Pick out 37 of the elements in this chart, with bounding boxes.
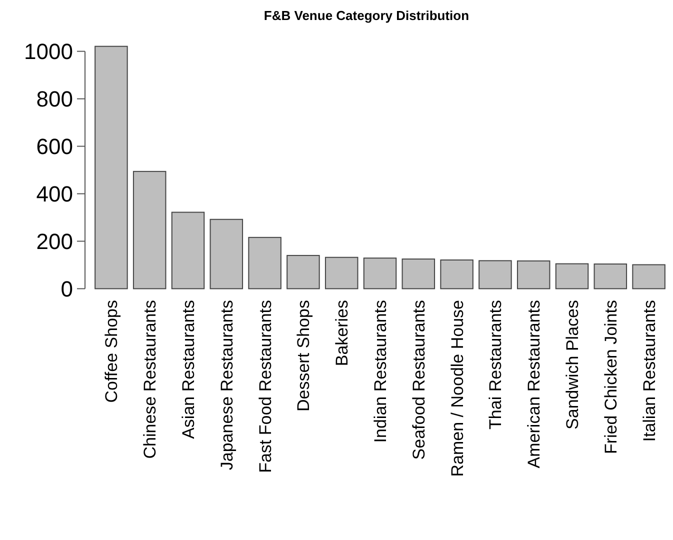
bar [402,258,436,290]
bar [632,264,666,290]
x-tick-label: Dessert Shops [294,300,314,412]
x-tick-label: Thai Restaurants [486,300,506,430]
y-tick-label: 200 [36,228,73,254]
x-tick-label: Japanese Restaurants [217,300,236,470]
bar [555,263,589,290]
x-tick-label: Chinese Restaurants [140,300,160,459]
bar [210,218,244,290]
x-tick-label: Seafood Restaurants [409,300,428,460]
bar [171,212,205,290]
y-tick-label: 1000 [24,39,73,64]
bar [363,258,397,290]
x-tick-label: American Restaurants [524,300,544,468]
x-tick-label: Indian Restaurants [370,300,390,443]
y-tick-label: 600 [36,134,73,159]
bar [324,256,358,290]
bar [440,259,474,290]
chart-title: F&B Venue Category Distribution [264,8,470,23]
x-tick-label: Asian Restaurants [178,300,198,439]
x-tick-label: Bakeries [332,300,352,366]
bar [478,260,512,290]
x-tick-label: Ramen / Noodle House [448,300,467,477]
x-tick-label: Sandwich Places [562,300,582,430]
x-tick-label: Fried Chicken Joints [601,300,620,454]
y-tick-label: 800 [36,86,73,112]
bar [594,264,628,290]
bar [132,170,166,290]
bar [286,254,320,290]
bar [516,260,550,290]
bar [248,236,282,290]
x-tick-label: Coffee Shops [102,300,122,403]
x-tick-label: Italian Restaurants [640,300,659,442]
x-tick-label: Fast Food Restaurants [256,300,275,473]
bar [94,46,128,290]
y-tick-label: 0 [60,276,73,302]
y-tick-label: 400 [36,181,73,206]
